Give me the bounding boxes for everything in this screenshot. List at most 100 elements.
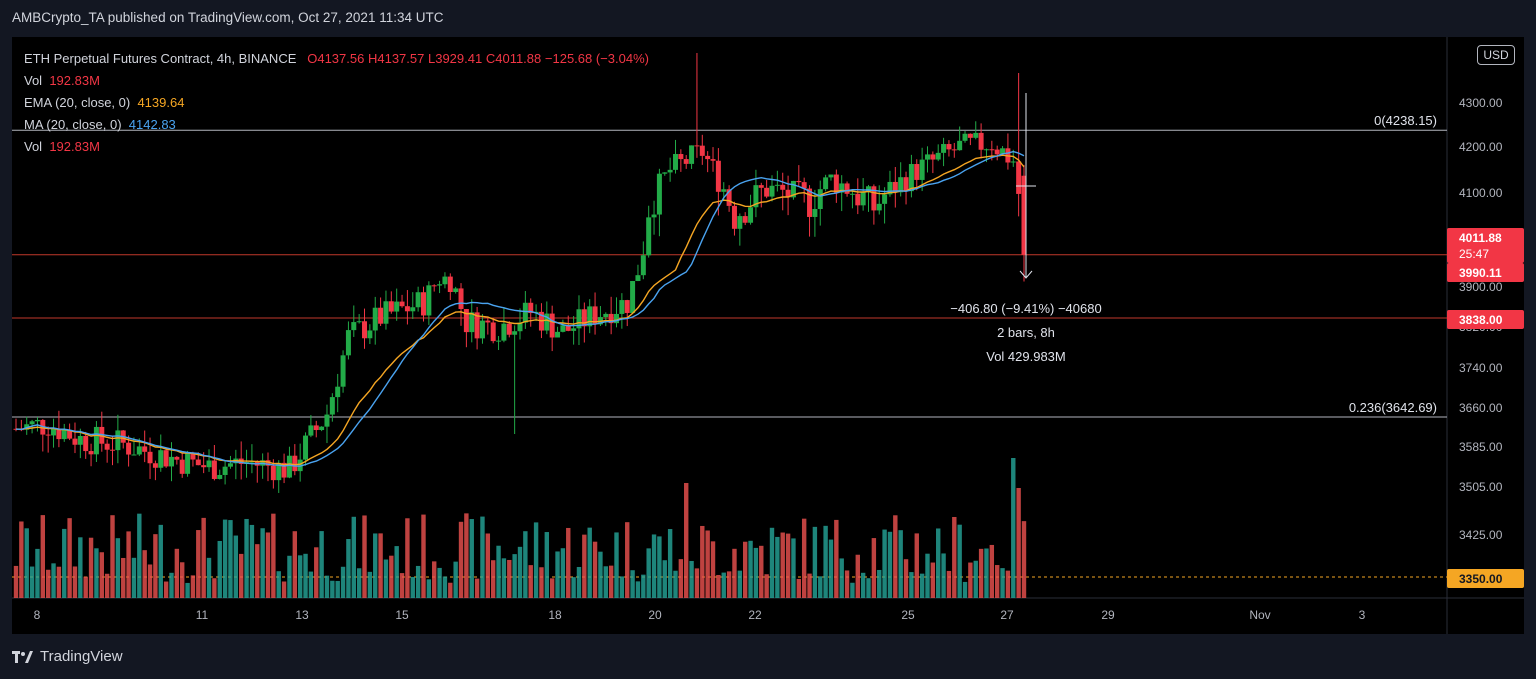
volume-bar xyxy=(635,581,641,598)
volume-bar xyxy=(968,562,973,598)
candle-body xyxy=(742,216,748,223)
candle-body xyxy=(624,300,630,313)
candle-body xyxy=(758,185,764,188)
price-tag-bg xyxy=(1447,263,1524,282)
volume-bar xyxy=(592,541,598,598)
candle-body xyxy=(887,181,893,195)
candle-body xyxy=(635,275,641,282)
candle-body xyxy=(549,313,555,338)
price-chart[interactable]: 4300.004200.004100.003900.003820.003740.… xyxy=(12,37,1524,634)
y-tick-label: 4200.00 xyxy=(1459,140,1503,154)
candle-body xyxy=(1021,175,1027,255)
candle-body xyxy=(608,313,614,324)
volume-bar xyxy=(925,553,930,598)
volume-bar xyxy=(448,582,453,598)
candle-body xyxy=(774,184,780,186)
legend-vol2-row[interactable]: Vol 192.83M xyxy=(24,136,649,158)
volume-bar xyxy=(507,559,512,598)
volume-bar xyxy=(249,524,255,598)
price-tag-label: 3990.11 xyxy=(1459,266,1502,280)
volume-bar xyxy=(887,531,893,598)
price-tag-bg xyxy=(1447,244,1524,263)
candle-body xyxy=(769,185,775,197)
ma-line xyxy=(15,150,1025,467)
volume-bar xyxy=(844,570,850,598)
candle-body xyxy=(646,217,652,256)
volume-bar xyxy=(657,536,662,598)
legend-ma-row[interactable]: MA (20, close, 0) 4142.83 xyxy=(24,114,649,136)
volume-bar xyxy=(801,518,807,598)
volume-bar xyxy=(576,566,582,598)
volume-bar xyxy=(978,548,984,598)
candle-body xyxy=(973,132,979,138)
candle-body xyxy=(919,159,925,180)
volume-bar xyxy=(238,553,244,598)
candle-body xyxy=(152,463,158,468)
candle-body xyxy=(453,288,459,292)
x-tick-label: 15 xyxy=(395,608,409,622)
candle-body xyxy=(34,419,40,422)
volume-bar xyxy=(426,579,432,598)
volume-bar xyxy=(860,572,866,598)
candle-body xyxy=(195,459,201,466)
volume-bar xyxy=(700,525,705,598)
x-tick-label: 25 xyxy=(901,608,915,622)
legend-vol-row[interactable]: Vol 192.83M xyxy=(24,70,649,92)
volume-bar xyxy=(94,548,99,598)
volume-bar xyxy=(153,534,158,598)
currency-badge[interactable]: USD xyxy=(1477,45,1515,65)
candle-body xyxy=(801,182,807,189)
candle-body xyxy=(898,177,904,193)
volume-bar xyxy=(748,540,753,598)
candle-body xyxy=(56,428,62,440)
volume-bar xyxy=(941,553,946,598)
price-tag-label: 25:47 xyxy=(1459,247,1489,261)
volume-bar xyxy=(1016,488,1021,598)
volume-bar xyxy=(469,519,474,598)
volume-bar xyxy=(973,560,978,598)
legend-low: L3929.41 xyxy=(427,51,483,66)
candle-body xyxy=(394,301,400,312)
volume-bar xyxy=(83,576,88,598)
candle-body xyxy=(753,185,759,208)
volume-bar xyxy=(346,539,351,598)
candle-body xyxy=(270,465,276,481)
volume-bar xyxy=(410,576,415,598)
volume-bar xyxy=(383,559,389,598)
volume-bar xyxy=(689,560,694,598)
volume-bar xyxy=(126,531,131,598)
candle-body xyxy=(378,307,384,324)
candle-body xyxy=(694,145,700,147)
legend: ETH Perpetual Futures Contract, 4h, BINA… xyxy=(24,48,649,158)
measure-label-2: 2 bars, 8h xyxy=(997,325,1055,340)
candle-body xyxy=(447,276,453,292)
candle-body xyxy=(104,443,110,450)
candle-body xyxy=(351,322,357,331)
volume-bar xyxy=(549,578,555,598)
volume-bar xyxy=(952,516,957,598)
volume-bar xyxy=(62,528,67,598)
volume-bar xyxy=(399,573,405,598)
volume-bar xyxy=(324,575,330,598)
candle-body xyxy=(442,276,448,285)
legend-change: −125.68 (−3.04%) xyxy=(544,51,649,66)
candle-body xyxy=(603,313,609,318)
volume-bar xyxy=(474,578,480,598)
candle-body xyxy=(335,386,341,398)
measure-label-3: Vol 429.983M xyxy=(986,349,1066,364)
candle-body xyxy=(860,192,866,206)
volume-bar xyxy=(351,516,356,598)
volume-bar xyxy=(142,550,147,598)
volume-bar xyxy=(571,577,576,598)
volume-bar xyxy=(753,547,759,598)
chart-frame[interactable]: 4300.004200.004100.003900.003820.003740.… xyxy=(12,37,1524,634)
volume-bar xyxy=(764,574,769,598)
candle-body xyxy=(115,430,121,451)
legend-ema-row[interactable]: EMA (20, close, 0) 4139.64 xyxy=(24,92,649,114)
candle-body xyxy=(667,169,673,173)
candle-body xyxy=(796,180,802,183)
candle-body xyxy=(136,446,142,455)
legend-symbol-row: ETH Perpetual Futures Contract, 4h, BINA… xyxy=(24,48,649,70)
volume-bar xyxy=(437,567,442,598)
volume-bar xyxy=(201,517,206,598)
